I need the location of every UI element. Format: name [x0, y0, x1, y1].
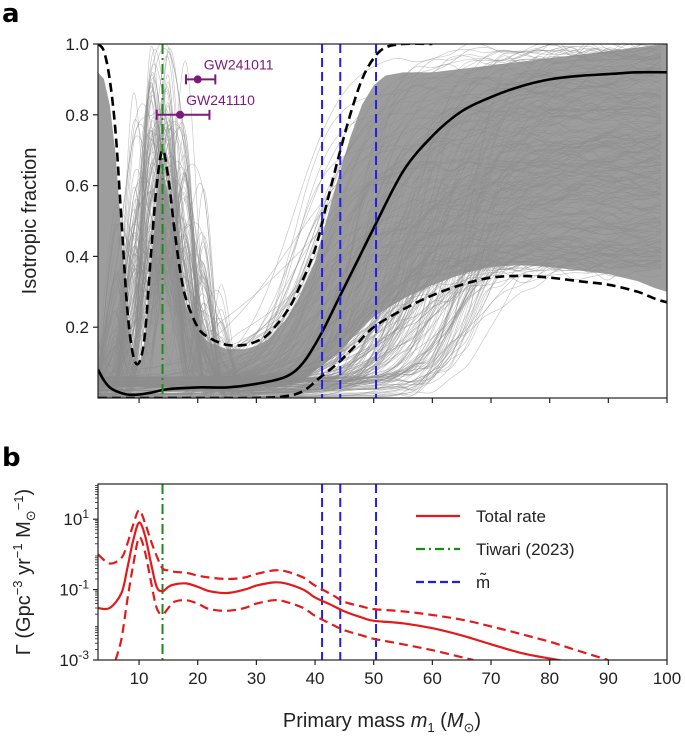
panel-b-y-axis-label: Γ (Gpc−3 yr−1 M⊙−1)	[10, 489, 38, 655]
x-tick-label: 20	[188, 669, 207, 688]
panel-letter-a: a	[2, 0, 20, 29]
total-rate-line	[98, 521, 565, 660]
panel-b: 10 20 30 40 50 60 70 80 90 100 10-3 10-1 101 Total r…	[10, 483, 681, 735]
y-tick-label: 10-1	[59, 578, 89, 600]
y-tick-label: 0.4	[65, 247, 89, 266]
panel-a-annotations: GW241011 GW241110	[155, 56, 274, 120]
posterior-sample-line	[98, 47, 662, 395]
panel-b-x-axis-label: Primary mass m1 (M⊙)	[283, 710, 481, 735]
gw-event-label: GW241110	[186, 92, 255, 108]
legend-label: m̃	[476, 572, 490, 592]
legend-label: Tiwari (2023)	[476, 540, 575, 559]
panel-a-frame	[97, 43, 668, 399]
panel-letter-b: b	[2, 443, 21, 473]
y-tick-label: 1.0	[65, 35, 89, 54]
gw-event-point	[193, 75, 202, 84]
legend-label: Total rate	[476, 507, 546, 526]
panel-b-ticks: 10 20 30 40 50 60 70 80 90 100 10-3 10-1 101	[59, 485, 681, 688]
panel-b-lines	[98, 484, 609, 660]
x-tick-label: 30	[247, 669, 266, 688]
y-tick-label: 0.6	[65, 177, 89, 196]
x-tick-label: 40	[306, 669, 325, 688]
y-tick-label: 0.8	[65, 106, 89, 125]
gw-event-point	[176, 110, 185, 119]
posterior-sample-line	[98, 44, 662, 398]
x-tick-label: 70	[482, 669, 501, 688]
rate-bound-line	[114, 536, 474, 660]
posterior-dense-band	[98, 44, 667, 388]
y-tick-label: 101	[63, 507, 89, 529]
rate-bound-line	[98, 509, 609, 660]
panel-a: GW241011 GW241110 0.2 0.4 0.6 0.8 1.0 Isotrop…	[19, 35, 668, 403]
panel-b-legend: Total rate Tiwari (2023) m̃	[416, 507, 575, 592]
panel-b-frame	[97, 483, 668, 661]
median-fraction-line	[98, 70, 667, 397]
panel-a-ticks: 0.2 0.4 0.6 0.8 1.0	[65, 35, 668, 403]
x-tick-label: 90	[599, 669, 618, 688]
panel-a-y-axis-label: Isotropic fraction	[19, 148, 41, 295]
x-tick-label: 100	[653, 669, 681, 688]
y-tick-label: 0.2	[65, 318, 89, 337]
y-tick-label: 10-3	[59, 648, 89, 670]
x-tick-label: 80	[540, 669, 559, 688]
panel-b-background	[98, 484, 667, 660]
x-tick-label: 50	[364, 669, 383, 688]
x-tick-label: 60	[423, 669, 442, 688]
gw-event-label: GW241011	[204, 56, 274, 72]
x-tick-label: 10	[130, 669, 149, 688]
credible-bound-line	[98, 44, 433, 366]
